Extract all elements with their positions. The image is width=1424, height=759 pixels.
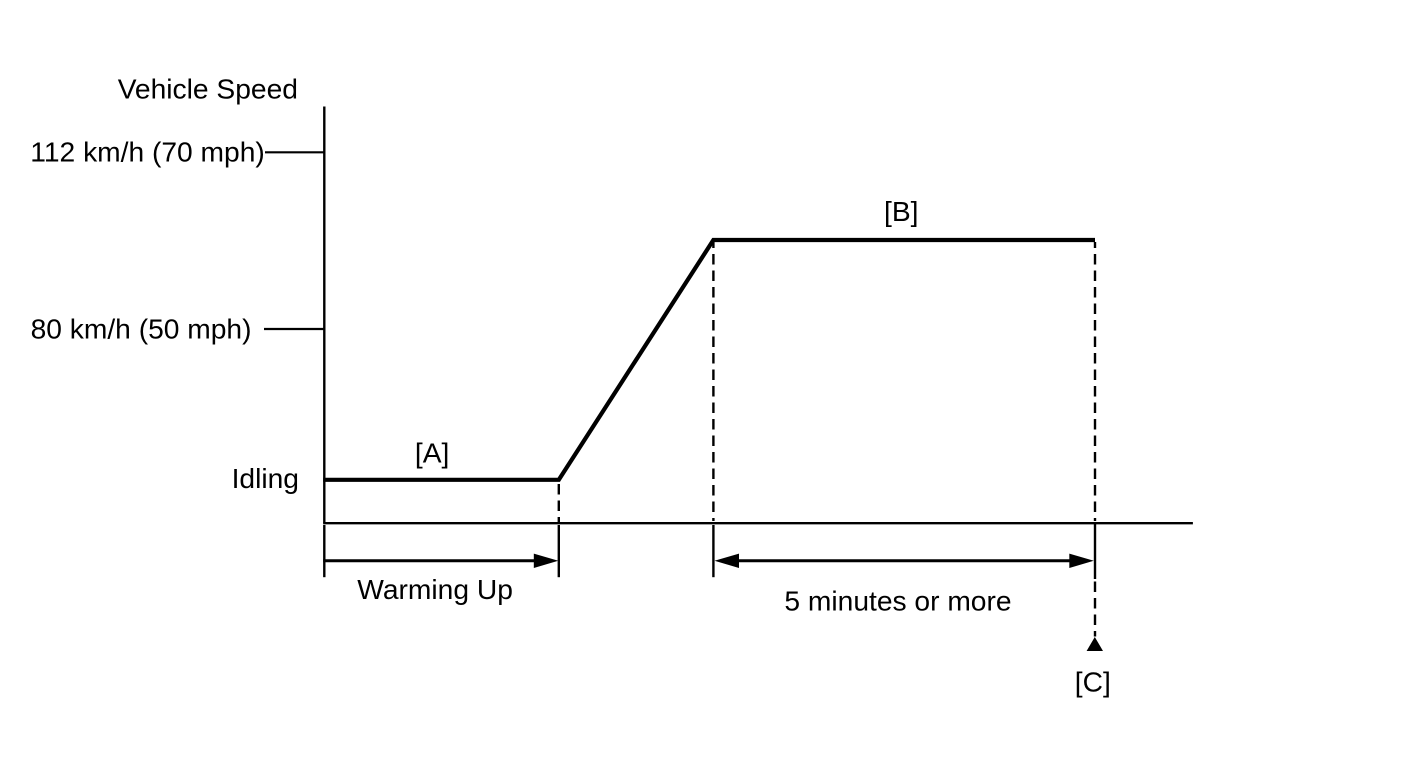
svg-text:[A]: [A] xyxy=(415,437,449,469)
svg-text:Vehicle Speed: Vehicle Speed xyxy=(118,73,298,105)
svg-text:5 minutes or more: 5 minutes or more xyxy=(784,585,1011,617)
svg-text:Warming Up: Warming Up xyxy=(357,573,513,605)
svg-text:Idling: Idling xyxy=(232,462,299,494)
svg-text:[C]: [C] xyxy=(1075,666,1111,698)
svg-text:[B]: [B] xyxy=(884,195,918,227)
svg-text:80 km/h (50 mph): 80 km/h (50 mph) xyxy=(31,312,252,344)
svg-text:112 km/h (70 mph): 112 km/h (70 mph) xyxy=(30,136,264,168)
